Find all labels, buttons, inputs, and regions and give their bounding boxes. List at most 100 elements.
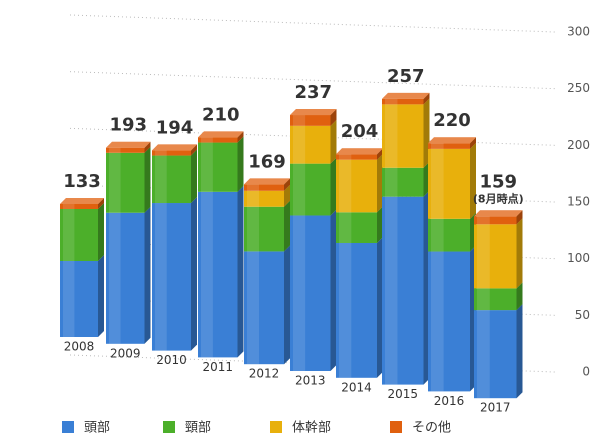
- bar-side-shade: [423, 92, 430, 105]
- bar: [382, 98, 424, 105]
- bar-side-shade: [516, 304, 523, 399]
- bar-top-shade: [60, 198, 104, 204]
- bar-gloss: [155, 150, 167, 351]
- bar-top: [198, 131, 244, 138]
- bar: [244, 190, 284, 207]
- bar-top: [152, 144, 197, 151]
- total-label: 257: [387, 66, 425, 87]
- bar-side: [191, 144, 197, 156]
- bar-top-shade: [244, 178, 290, 185]
- bar: [474, 216, 517, 225]
- bar-side: [284, 178, 290, 191]
- bar: [428, 148, 470, 219]
- bar: [152, 150, 191, 156]
- annotation: (8月時点): [473, 191, 524, 205]
- bar-top: [106, 141, 151, 148]
- legend-swatch: [390, 421, 402, 433]
- bar: [290, 115, 331, 126]
- bar: [428, 218, 470, 252]
- bar: [198, 142, 238, 192]
- bar-top-shade: [106, 141, 151, 148]
- bar-side: [98, 198, 104, 209]
- bar-side: [144, 206, 151, 344]
- legend-label: 頭部: [84, 421, 110, 436]
- bar-side: [516, 304, 523, 399]
- legend-swatch: [163, 421, 175, 433]
- bar-side: [470, 142, 476, 219]
- total-label: 237: [294, 82, 332, 103]
- total-label: 133: [63, 171, 101, 192]
- x-tick-label: 2014: [341, 380, 372, 394]
- bar: [290, 163, 331, 216]
- y-tick-label: 250: [567, 81, 590, 95]
- bar-gloss: [201, 137, 213, 358]
- bar: [336, 159, 377, 213]
- bar-side-shade: [330, 157, 337, 216]
- bar-side: [330, 119, 337, 164]
- bar-side-shade: [144, 206, 151, 344]
- legend-label: 体幹部: [292, 420, 331, 436]
- bar-gloss: [63, 204, 75, 337]
- bar-top-shade: [336, 148, 383, 155]
- bar: [290, 215, 331, 371]
- bar-top: [474, 210, 523, 217]
- x-tick-label: 2017: [480, 401, 511, 415]
- bar-side: [237, 185, 244, 358]
- bar-side-shade: [191, 149, 197, 204]
- total-label: 169: [248, 151, 286, 172]
- bar-side-shade: [237, 136, 244, 192]
- bar-side: [237, 131, 244, 143]
- bar-side-shade: [284, 245, 290, 365]
- bar-side: [98, 203, 104, 261]
- grid-line: [69, 71, 556, 90]
- bar: [60, 209, 98, 261]
- bar-top-shade: [152, 144, 197, 151]
- bar-side-shade: [284, 184, 290, 207]
- bar-top: [336, 148, 383, 155]
- bar-side: [470, 137, 476, 149]
- bar-side-shade: [237, 131, 244, 143]
- x-tick-label: 2015: [387, 387, 418, 401]
- x-tick-label: 2016: [434, 394, 465, 408]
- bar-side: [516, 282, 523, 311]
- bar-side-shade: [330, 119, 337, 164]
- bar-side-shade: [284, 200, 290, 252]
- y-tick-label: 300: [567, 25, 590, 39]
- bar-side: [377, 153, 383, 213]
- bar-side: [284, 200, 290, 252]
- bar-top-shade: [474, 210, 523, 217]
- bar-side: [144, 141, 151, 153]
- bar: [428, 251, 470, 392]
- bar-side-shade: [377, 153, 383, 213]
- bar: [382, 196, 424, 385]
- total-label: 194: [156, 117, 194, 138]
- legend-label: その他: [412, 421, 451, 436]
- bar-top-shade: [290, 109, 337, 116]
- bar-side-shade: [330, 209, 337, 371]
- bar-side: [144, 146, 151, 213]
- bar-side-shade: [377, 206, 383, 243]
- bar: [106, 147, 145, 153]
- bar-side: [237, 136, 244, 192]
- bar-side: [330, 209, 337, 371]
- bar-side: [330, 157, 337, 216]
- legend-swatch: [270, 421, 282, 433]
- bar-gloss: [477, 216, 490, 399]
- bar-side-shade: [516, 218, 523, 289]
- total-label: 220: [433, 110, 471, 131]
- bar-side-shade: [144, 146, 151, 213]
- bar-side-shade: [191, 144, 197, 156]
- bar: [382, 167, 424, 197]
- bar-side: [423, 92, 430, 105]
- bar-top-shade: [382, 92, 430, 99]
- y-tick-label: 200: [567, 138, 590, 152]
- bar: [474, 224, 517, 289]
- x-tick-label: 2013: [295, 374, 326, 388]
- bar: [474, 310, 517, 399]
- y-tick-label: 50: [575, 308, 590, 322]
- bar-top-shade: [428, 137, 476, 144]
- bar: [198, 191, 238, 358]
- legend-swatch: [62, 421, 74, 433]
- bar-side-shade: [516, 210, 523, 225]
- bar-side: [330, 109, 337, 126]
